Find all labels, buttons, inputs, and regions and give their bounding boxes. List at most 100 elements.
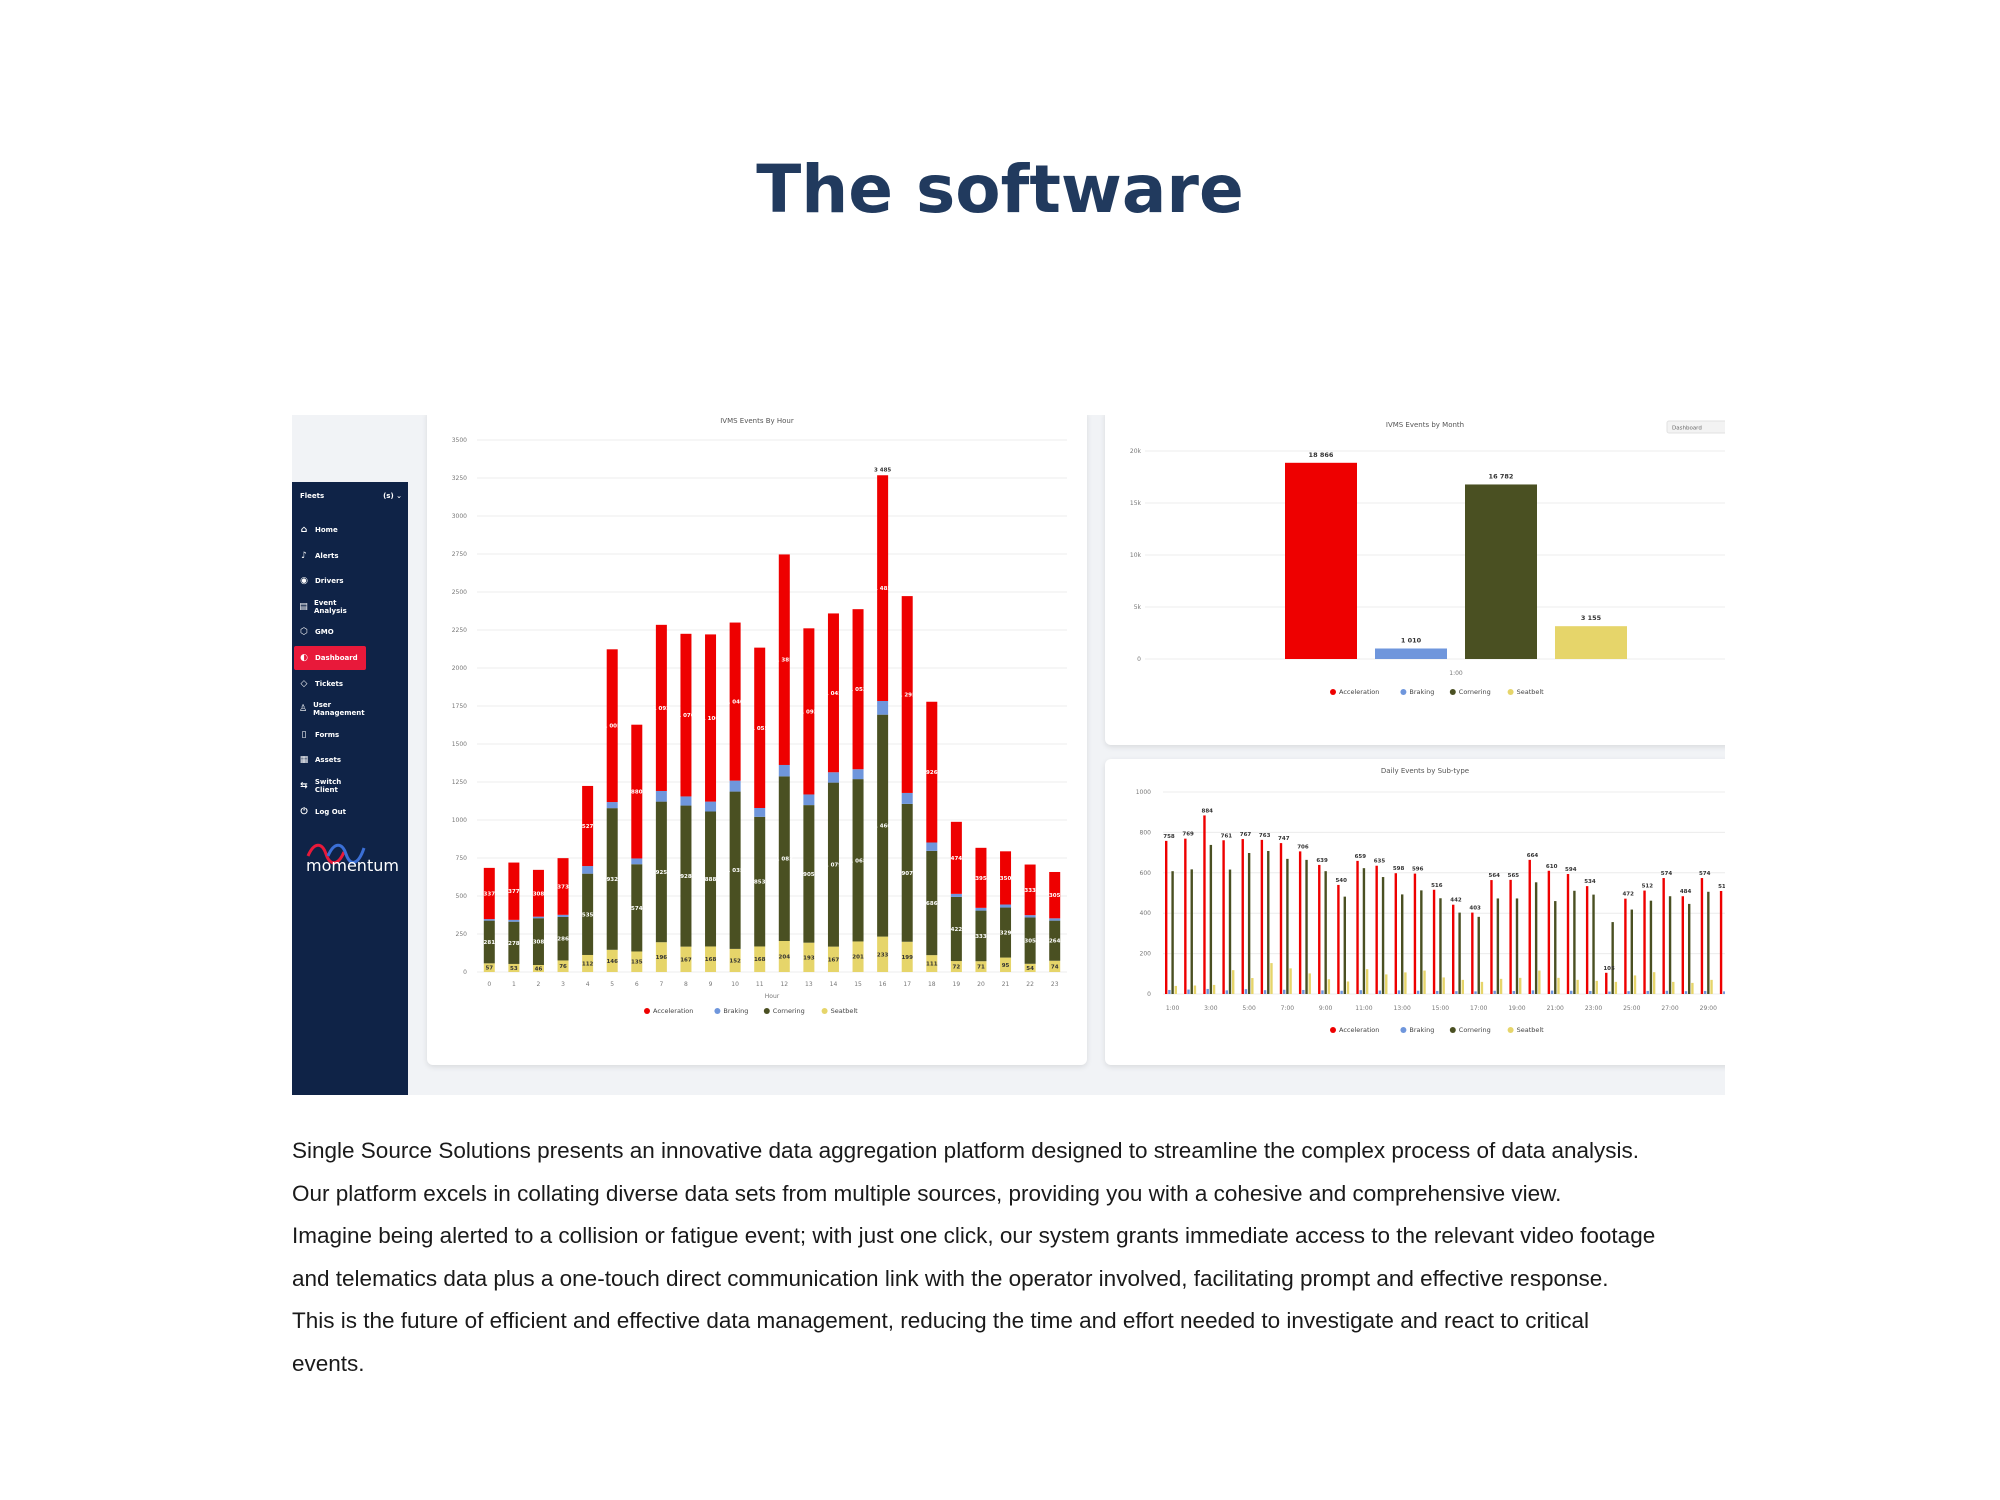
sidebar-item-tickets[interactable]: ◇ Tickets bbox=[294, 672, 366, 696]
home-icon: ⌂ bbox=[300, 525, 308, 535]
bar-cornering bbox=[680, 805, 692, 947]
sidebar-item-drivers[interactable]: ◉ Drivers bbox=[294, 569, 366, 593]
data-label: 610 bbox=[1546, 864, 1558, 870]
data-label: 1 055 bbox=[751, 726, 768, 732]
bar-seatbelt bbox=[1576, 979, 1579, 994]
sidebar-item-alerts[interactable]: ♪ Alerts bbox=[294, 544, 366, 568]
description-line: Our platform excels in collating diverse… bbox=[292, 1180, 1562, 1206]
legend-swatch bbox=[1330, 689, 1336, 695]
data-label: 1 070 bbox=[677, 713, 694, 719]
bar-cornering bbox=[975, 910, 987, 962]
sidebar-item-gmo[interactable]: ⬡ GMO bbox=[294, 620, 366, 644]
data-label: 72 bbox=[953, 965, 961, 971]
data-label: 767 bbox=[1240, 832, 1252, 838]
bar-cornering bbox=[1573, 890, 1576, 994]
bar-seatbelt bbox=[1212, 984, 1216, 994]
bar-acceleration bbox=[852, 609, 864, 770]
bar-acceleration bbox=[582, 785, 594, 867]
legend-swatch bbox=[714, 1008, 721, 1014]
legend-swatch bbox=[763, 1008, 770, 1014]
data-label: 1 045 bbox=[825, 691, 842, 697]
sidebar-item-event-analysis[interactable]: ▤ Event Analysis bbox=[294, 595, 366, 619]
x-tick-label: 5:00 bbox=[1242, 1005, 1256, 1012]
bar-seatbelt bbox=[1365, 969, 1369, 994]
data-label: 1 100 bbox=[702, 716, 719, 722]
bar-braking bbox=[1225, 990, 1228, 994]
data-label: 472 bbox=[1622, 892, 1634, 898]
bar-acceleration bbox=[1662, 878, 1665, 994]
bar-braking bbox=[729, 780, 741, 792]
data-label: 574 bbox=[631, 906, 643, 912]
bar-acceleration bbox=[1643, 890, 1646, 994]
sidebar-item-assets[interactable]: ▦ Assets bbox=[294, 748, 366, 772]
sidebar-item-dashboard[interactable]: ◐ Dashboard bbox=[294, 646, 366, 670]
bar-cornering bbox=[1000, 907, 1012, 958]
x-tick-label: 21:00 bbox=[1547, 1005, 1564, 1012]
description-text: Single Source Solutions presents an inno… bbox=[292, 1130, 1742, 1385]
data-label: 403 bbox=[1469, 906, 1481, 912]
bar-seatbelt bbox=[1308, 973, 1311, 994]
bar-seatbelt bbox=[680, 946, 692, 972]
data-label: 534 bbox=[1584, 879, 1596, 885]
bar-cornering bbox=[1668, 896, 1672, 994]
y-tick-label: 1750 bbox=[452, 703, 467, 710]
bar-seatbelt bbox=[1289, 968, 1292, 994]
x-tick-label: 21 bbox=[1002, 981, 1010, 988]
legend-swatch bbox=[1400, 689, 1407, 695]
bar-seatbelt bbox=[877, 936, 889, 972]
bar-acceleration bbox=[901, 596, 913, 793]
legend-label: Acceleration bbox=[1339, 1026, 1379, 1034]
x-tick-label: 15:00 bbox=[1432, 1005, 1449, 1012]
bar-braking bbox=[803, 794, 815, 806]
fleet-selector[interactable]: (s) ⌄ bbox=[383, 492, 402, 500]
legend-swatch bbox=[1330, 1027, 1336, 1033]
data-label: 1 093 bbox=[653, 706, 670, 712]
bar-cornering bbox=[1209, 844, 1213, 994]
bar-acceleration bbox=[1285, 462, 1357, 659]
x-tick-label: 2 bbox=[537, 981, 541, 988]
y-tick-label: 2500 bbox=[452, 589, 467, 596]
y-tick-label: 2000 bbox=[452, 665, 467, 672]
data-label: 1 485 bbox=[874, 586, 891, 592]
sidebar-item-user-management[interactable]: ♙ User Management bbox=[294, 697, 366, 721]
bar-cornering bbox=[1171, 871, 1174, 994]
x-tick-label: 25:00 bbox=[1623, 1005, 1640, 1012]
power-icon: ⏻ bbox=[300, 806, 308, 817]
dropdown-label: Dashboard bbox=[1672, 426, 1702, 432]
data-label: 516 bbox=[1431, 883, 1443, 889]
x-tick-label: 13:00 bbox=[1394, 1005, 1411, 1012]
page-title: The software bbox=[756, 151, 1244, 228]
bar-cornering bbox=[1362, 868, 1366, 994]
data-label: 769 bbox=[1182, 832, 1194, 838]
bar-acceleration bbox=[754, 647, 766, 808]
bar-acceleration bbox=[1605, 972, 1608, 994]
bar-braking bbox=[1608, 991, 1611, 994]
bar-acceleration bbox=[950, 821, 962, 894]
sidebar-item-label: Forms bbox=[315, 730, 340, 739]
sidebar-item-log-out[interactable]: ⏻ Log Out bbox=[294, 800, 366, 824]
sidebar-item-home[interactable]: ⌂ Home bbox=[294, 518, 366, 542]
data-label: 1 295 bbox=[899, 693, 916, 699]
bar-seatbelt bbox=[1000, 957, 1012, 972]
data-label: 761 bbox=[1221, 833, 1233, 839]
sidebar-item-switch-client[interactable]: ⇆ Switch Client bbox=[294, 774, 366, 798]
bar-acceleration bbox=[1337, 884, 1340, 994]
bar-braking bbox=[1340, 990, 1343, 994]
bar-cornering bbox=[1458, 912, 1461, 994]
bar-braking bbox=[827, 772, 839, 783]
data-label: 535 bbox=[582, 912, 594, 918]
data-label: 146 bbox=[606, 959, 618, 965]
bar-seatbelt bbox=[1232, 970, 1235, 994]
legend-label: Cornering bbox=[1459, 688, 1491, 696]
logo-text: momentum bbox=[306, 856, 399, 875]
x-tick-label: 22 bbox=[1026, 981, 1034, 988]
bar-seatbelt bbox=[508, 963, 520, 972]
bar-braking bbox=[582, 866, 594, 874]
sidebar-header[interactable]: Fleets (s) ⌄ bbox=[300, 492, 402, 506]
bar-seatbelt bbox=[1024, 963, 1036, 972]
data-label: 71 bbox=[977, 965, 985, 971]
x-tick-label: 5 bbox=[610, 981, 614, 988]
sidebar-item-forms[interactable]: ▯ Forms bbox=[294, 723, 366, 747]
user-icon: ♙ bbox=[299, 704, 308, 715]
x-tick-label: 19 bbox=[953, 981, 961, 988]
